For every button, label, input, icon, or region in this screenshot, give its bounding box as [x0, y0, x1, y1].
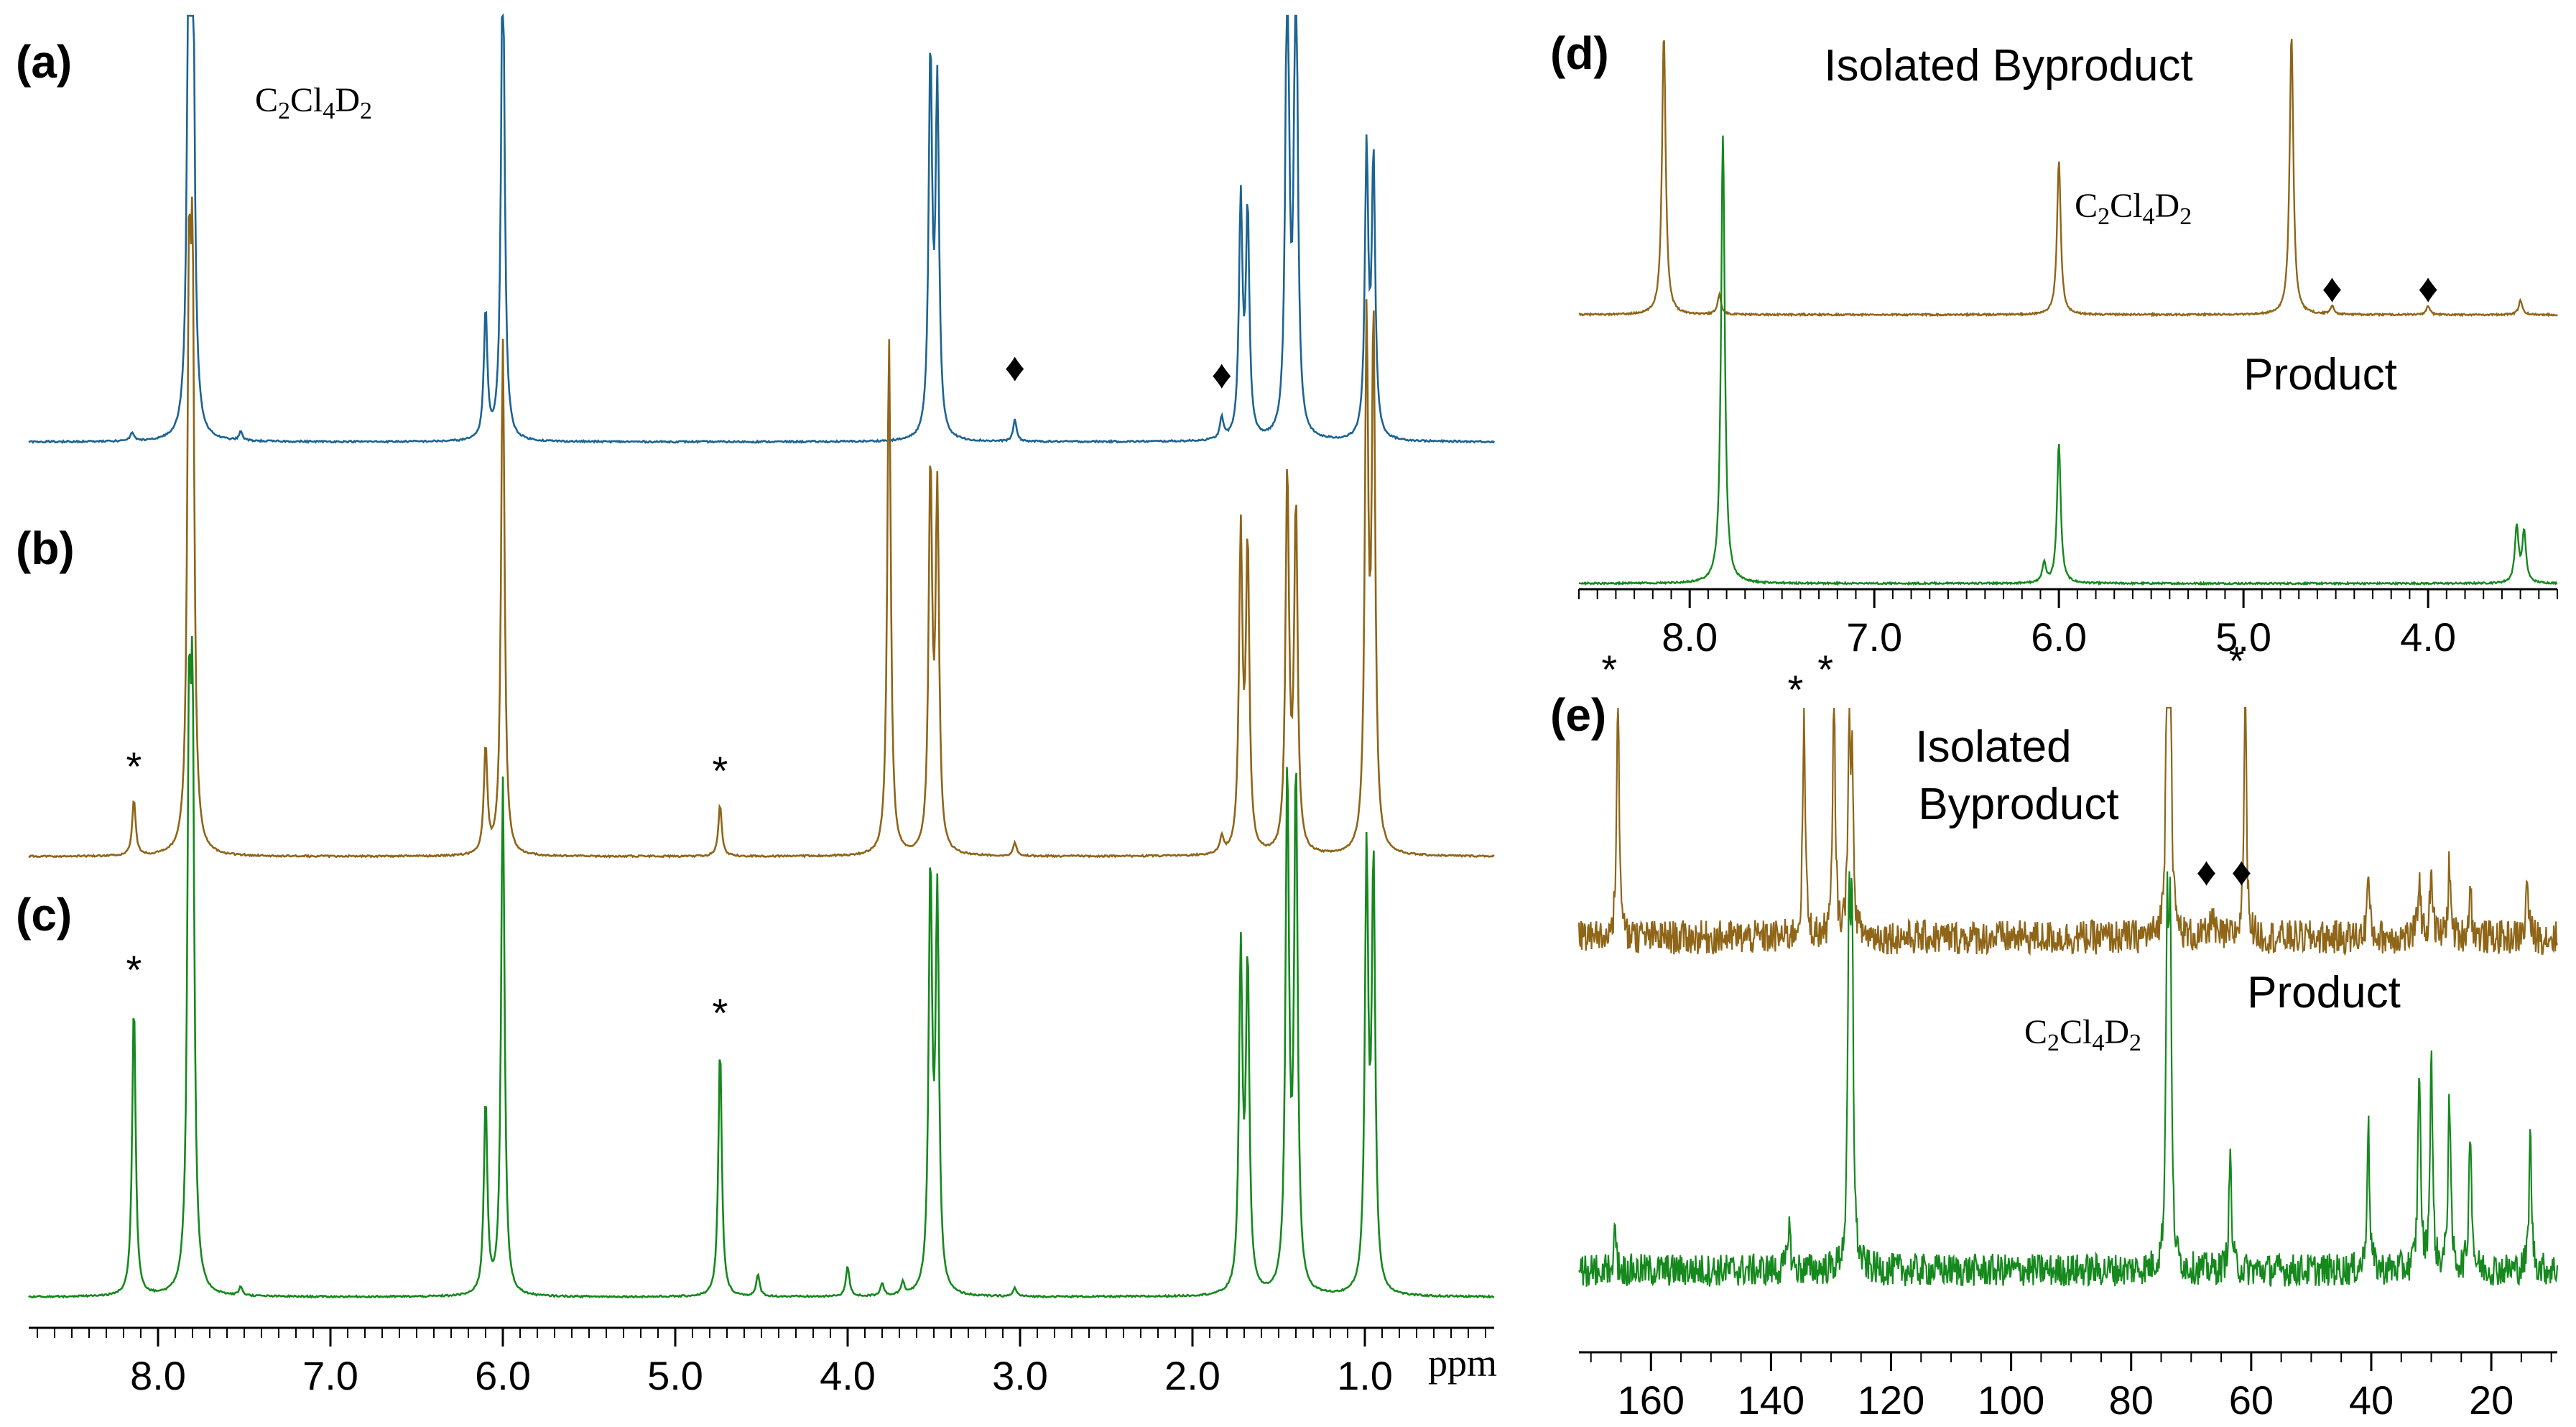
spectrum-trace-e-1	[1578, 871, 2559, 1288]
spectrum-trace-main-c	[28, 636, 1495, 1299]
solvent-label-e: C2Cl4D2	[2024, 1013, 2141, 1056]
series-label-product-e: Product	[2247, 968, 2401, 1017]
star-mark-e: *	[1601, 647, 1617, 692]
ppm-axis-label: ppm	[1428, 1341, 1497, 1385]
tick-label-e: 140	[1738, 1377, 1804, 1423]
star-mark-e: *	[2229, 638, 2245, 683]
panel-label-b: (b)	[16, 522, 75, 574]
diamond-mark: ♦	[2196, 849, 2217, 894]
spectrum-annotations: C2Cl4D2 ♦ ♦ * * * * Isolated Byproduct C2Cl4D2 ♦ ♦…	[126, 41, 2439, 1056]
tick-label-d: 5.0	[2215, 614, 2271, 660]
solvent-label-d: C2Cl4D2	[2075, 187, 2192, 230]
spectrum-trace-d-0	[1578, 39, 2558, 318]
diamond-mark: ♦	[2418, 265, 2439, 310]
star-mark-e: *	[1817, 647, 1833, 692]
tick-label-d: 4.0	[2400, 614, 2456, 660]
tick-label-e: 100	[1978, 1377, 2044, 1423]
panel-label-d: (d)	[1550, 27, 1609, 79]
star-mark-c: *	[713, 990, 728, 1035]
solvent-label-a: C2Cl4D2	[255, 81, 372, 124]
series-label-isolated-e: Isolated	[1915, 722, 2071, 772]
tick-label-d: 7.0	[1846, 614, 1902, 660]
series-label-byproduct-d: Isolated Byproduct	[1824, 41, 2193, 91]
tick-label-main: 8.0	[130, 1353, 186, 1398]
tick-label-e: 80	[2109, 1377, 2154, 1423]
star-mark-b: *	[126, 744, 142, 789]
diamond-mark: ♦	[1212, 351, 1233, 397]
star-mark-c: *	[126, 947, 142, 992]
tick-label-main: 6.0	[475, 1353, 531, 1398]
spectrum-traces	[28, 13, 2559, 1299]
tick-label-e: 60	[2229, 1377, 2274, 1423]
diamond-mark: ♦	[1005, 344, 1026, 389]
spectrum-trace-main-b	[28, 196, 1495, 859]
series-label-byproduct-e: Byproduct	[1918, 780, 2118, 829]
tick-label-e: 120	[1858, 1377, 1924, 1423]
diamond-mark: ♦	[2322, 265, 2343, 310]
tick-label-main: 5.0	[647, 1353, 703, 1398]
tick-label-main: 3.0	[992, 1353, 1048, 1398]
tick-label-main: 1.0	[1337, 1353, 1393, 1398]
tick-label-main: 4.0	[820, 1353, 876, 1398]
spectrum-trace-main-a	[28, 13, 1496, 445]
tick-label-e: 20	[2469, 1377, 2514, 1423]
star-mark-e: *	[1787, 667, 1803, 712]
series-label-product-d: Product	[2243, 350, 2397, 400]
tick-label-d: 8.0	[1662, 614, 1718, 660]
panel-label-a: (a)	[16, 36, 72, 88]
tick-label-main: 2.0	[1164, 1353, 1220, 1398]
spectrum-trace-d-1	[1578, 135, 2558, 586]
diamond-mark: ♦	[2231, 849, 2252, 894]
tick-label-main: 7.0	[302, 1353, 358, 1398]
axes: 8.0 7.0 6.0 5.0 4.0 3.0 2.0 1.0 8.0 7.0 6.0 5.0 4.0 1…	[29, 588, 2558, 1423]
tick-label-d: 6.0	[2031, 614, 2087, 660]
tick-label-e: 40	[2349, 1377, 2394, 1423]
star-mark-b: *	[713, 748, 728, 793]
panel-label-e: (e)	[1550, 689, 1606, 741]
tick-label-e: 160	[1618, 1377, 1685, 1423]
panel-label-c: (c)	[16, 889, 72, 941]
spectrum-trace-e-0	[1577, 706, 2559, 956]
